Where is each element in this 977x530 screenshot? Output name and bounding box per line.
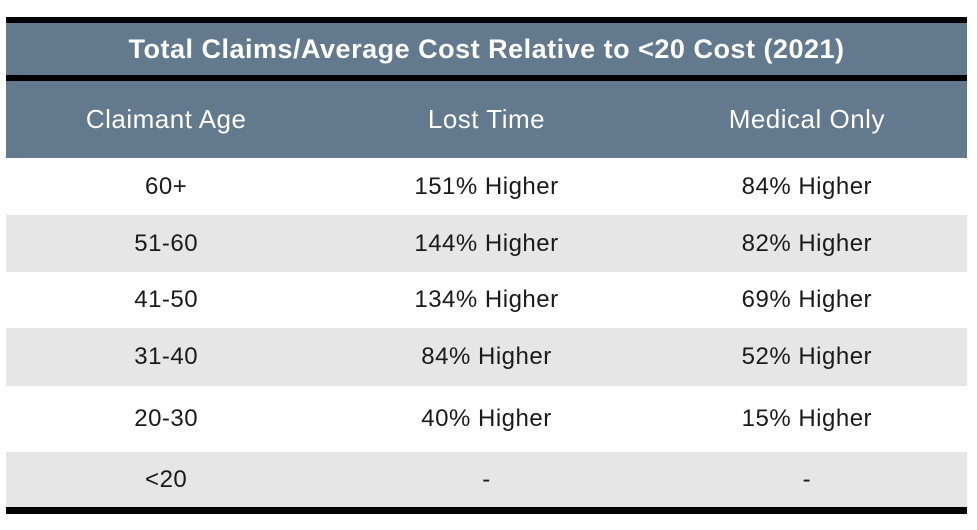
title-separator-border — [6, 75, 967, 81]
table-bottom-border — [6, 507, 967, 514]
table-cell: 84% Higher — [741, 172, 873, 200]
table-row: 20-30 40% Higher 15% Higher — [6, 386, 967, 452]
table-cell: - — [482, 465, 491, 493]
table-cell: 40% Higher — [421, 405, 552, 432]
column-header-medical-only: Medical Only — [728, 104, 885, 134]
table-cell: 69% Higher — [741, 286, 873, 313]
table-cell: 134% Higher — [414, 286, 559, 313]
table-row: 31-40 84% Higher 52% Higher — [6, 328, 967, 386]
column-header-claimant-age: Claimant Age — [85, 104, 247, 134]
table-title-bar: Total Claims/Average Cost Relative to <2… — [6, 23, 967, 75]
table-cell: - — [802, 465, 812, 493]
claims-cost-table: Total Claims/Average Cost Relative to <2… — [6, 17, 967, 514]
table-row: 51-60 144% Higher 82% Higher — [6, 215, 967, 272]
table-body: 60+ 151% Higher 84% Higher 51-60 144% Higher… — [6, 158, 967, 507]
table-row: 41-50 134% Higher 69% Higher — [6, 272, 967, 328]
table-row: <20 - - — [6, 452, 967, 507]
table-cell: 60+ — [145, 172, 188, 200]
column-header-lost-time: Lost Time — [427, 104, 546, 134]
table-title: Total Claims/Average Cost Relative to <2… — [128, 33, 845, 64]
table-cell: <20 — [145, 465, 188, 493]
table-cell: 20-30 — [134, 405, 199, 432]
table-cell: 52% Higher — [741, 343, 873, 370]
table-header-row: Claimant Age Lost Time Medical Only — [6, 81, 967, 158]
table-cell: 151% Higher — [414, 172, 559, 200]
table-cell: 31-40 — [134, 343, 199, 370]
table-cell: 84% Higher — [421, 343, 552, 370]
table-top-border — [6, 17, 967, 23]
table-cell: 144% Higher — [414, 229, 559, 257]
table-cell: 15% Higher — [741, 405, 873, 432]
table-cell: 51-60 — [134, 229, 199, 257]
table-cell: 82% Higher — [741, 229, 873, 257]
table-cell: 41-50 — [134, 286, 199, 313]
table-row: 60+ 151% Higher 84% Higher — [6, 158, 967, 215]
